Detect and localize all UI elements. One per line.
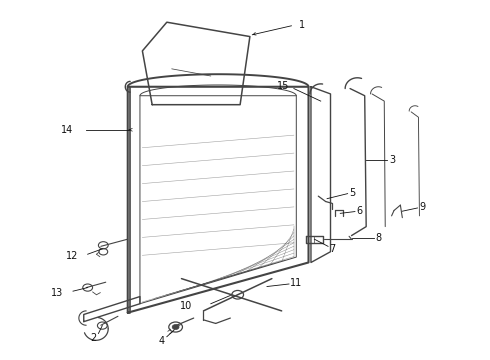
Text: 6: 6 bbox=[356, 206, 363, 216]
Text: 10: 10 bbox=[180, 301, 192, 311]
Text: 2: 2 bbox=[90, 333, 97, 343]
Text: 5: 5 bbox=[349, 188, 356, 198]
Text: 9: 9 bbox=[419, 202, 425, 212]
Text: 1: 1 bbox=[299, 20, 305, 30]
Text: 11: 11 bbox=[291, 278, 303, 288]
Text: 8: 8 bbox=[375, 233, 381, 243]
Text: 13: 13 bbox=[51, 288, 63, 298]
Text: 7: 7 bbox=[330, 244, 336, 254]
Text: 4: 4 bbox=[158, 336, 164, 346]
Text: 14: 14 bbox=[61, 125, 73, 135]
Circle shape bbox=[172, 324, 179, 329]
Text: 3: 3 bbox=[389, 155, 395, 165]
Text: 15: 15 bbox=[276, 81, 289, 91]
Text: 12: 12 bbox=[66, 251, 78, 261]
